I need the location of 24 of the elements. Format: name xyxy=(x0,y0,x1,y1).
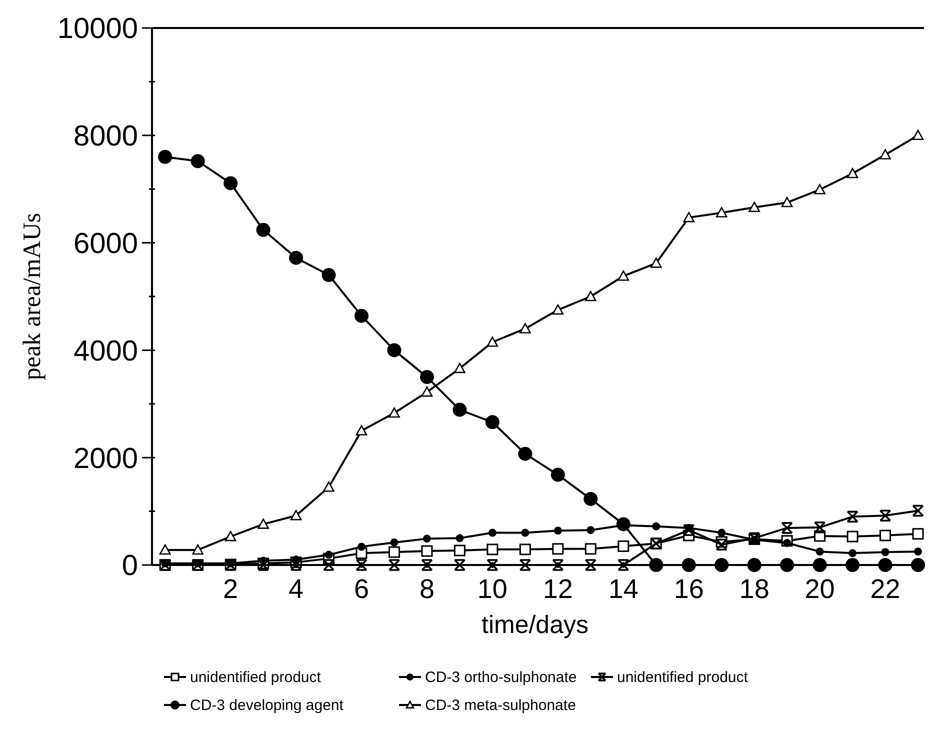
y-tick-label: 0 xyxy=(122,550,138,582)
legend-label: CD-3 developing agent xyxy=(190,697,344,714)
x-axis-title: time/days xyxy=(482,611,588,639)
x-tick-label: 6 xyxy=(354,574,370,604)
legend-label: CD-3 meta-sulphonate xyxy=(425,697,576,714)
x-tick-label: 12 xyxy=(542,574,573,604)
x-tick-label: 16 xyxy=(674,574,704,604)
x-tick-label: 22 xyxy=(870,574,900,604)
x-tick-label: 14 xyxy=(608,574,638,604)
y-tick-label: 8000 xyxy=(73,120,138,153)
x-tick-label: 20 xyxy=(804,574,835,604)
y-tick-label: 2000 xyxy=(73,442,138,475)
y-tick-label: 10000 xyxy=(57,13,138,46)
y-tick-label: 6000 xyxy=(73,228,138,260)
legend-label: unidentified product xyxy=(617,669,749,686)
legend-label: CD-3 ortho-sulphonate xyxy=(425,669,577,686)
x-tick-label: 2 xyxy=(223,574,238,604)
x-tick-label: 4 xyxy=(288,574,304,604)
y-tick-label: 4000 xyxy=(73,335,138,368)
legend-label: unidentified product xyxy=(190,669,322,686)
x-tick-label: 10 xyxy=(477,574,508,604)
y-axis-title: peak area/mAUs xyxy=(19,212,46,380)
x-tick-label: 8 xyxy=(419,574,434,604)
x-tick-label: 18 xyxy=(739,574,770,604)
